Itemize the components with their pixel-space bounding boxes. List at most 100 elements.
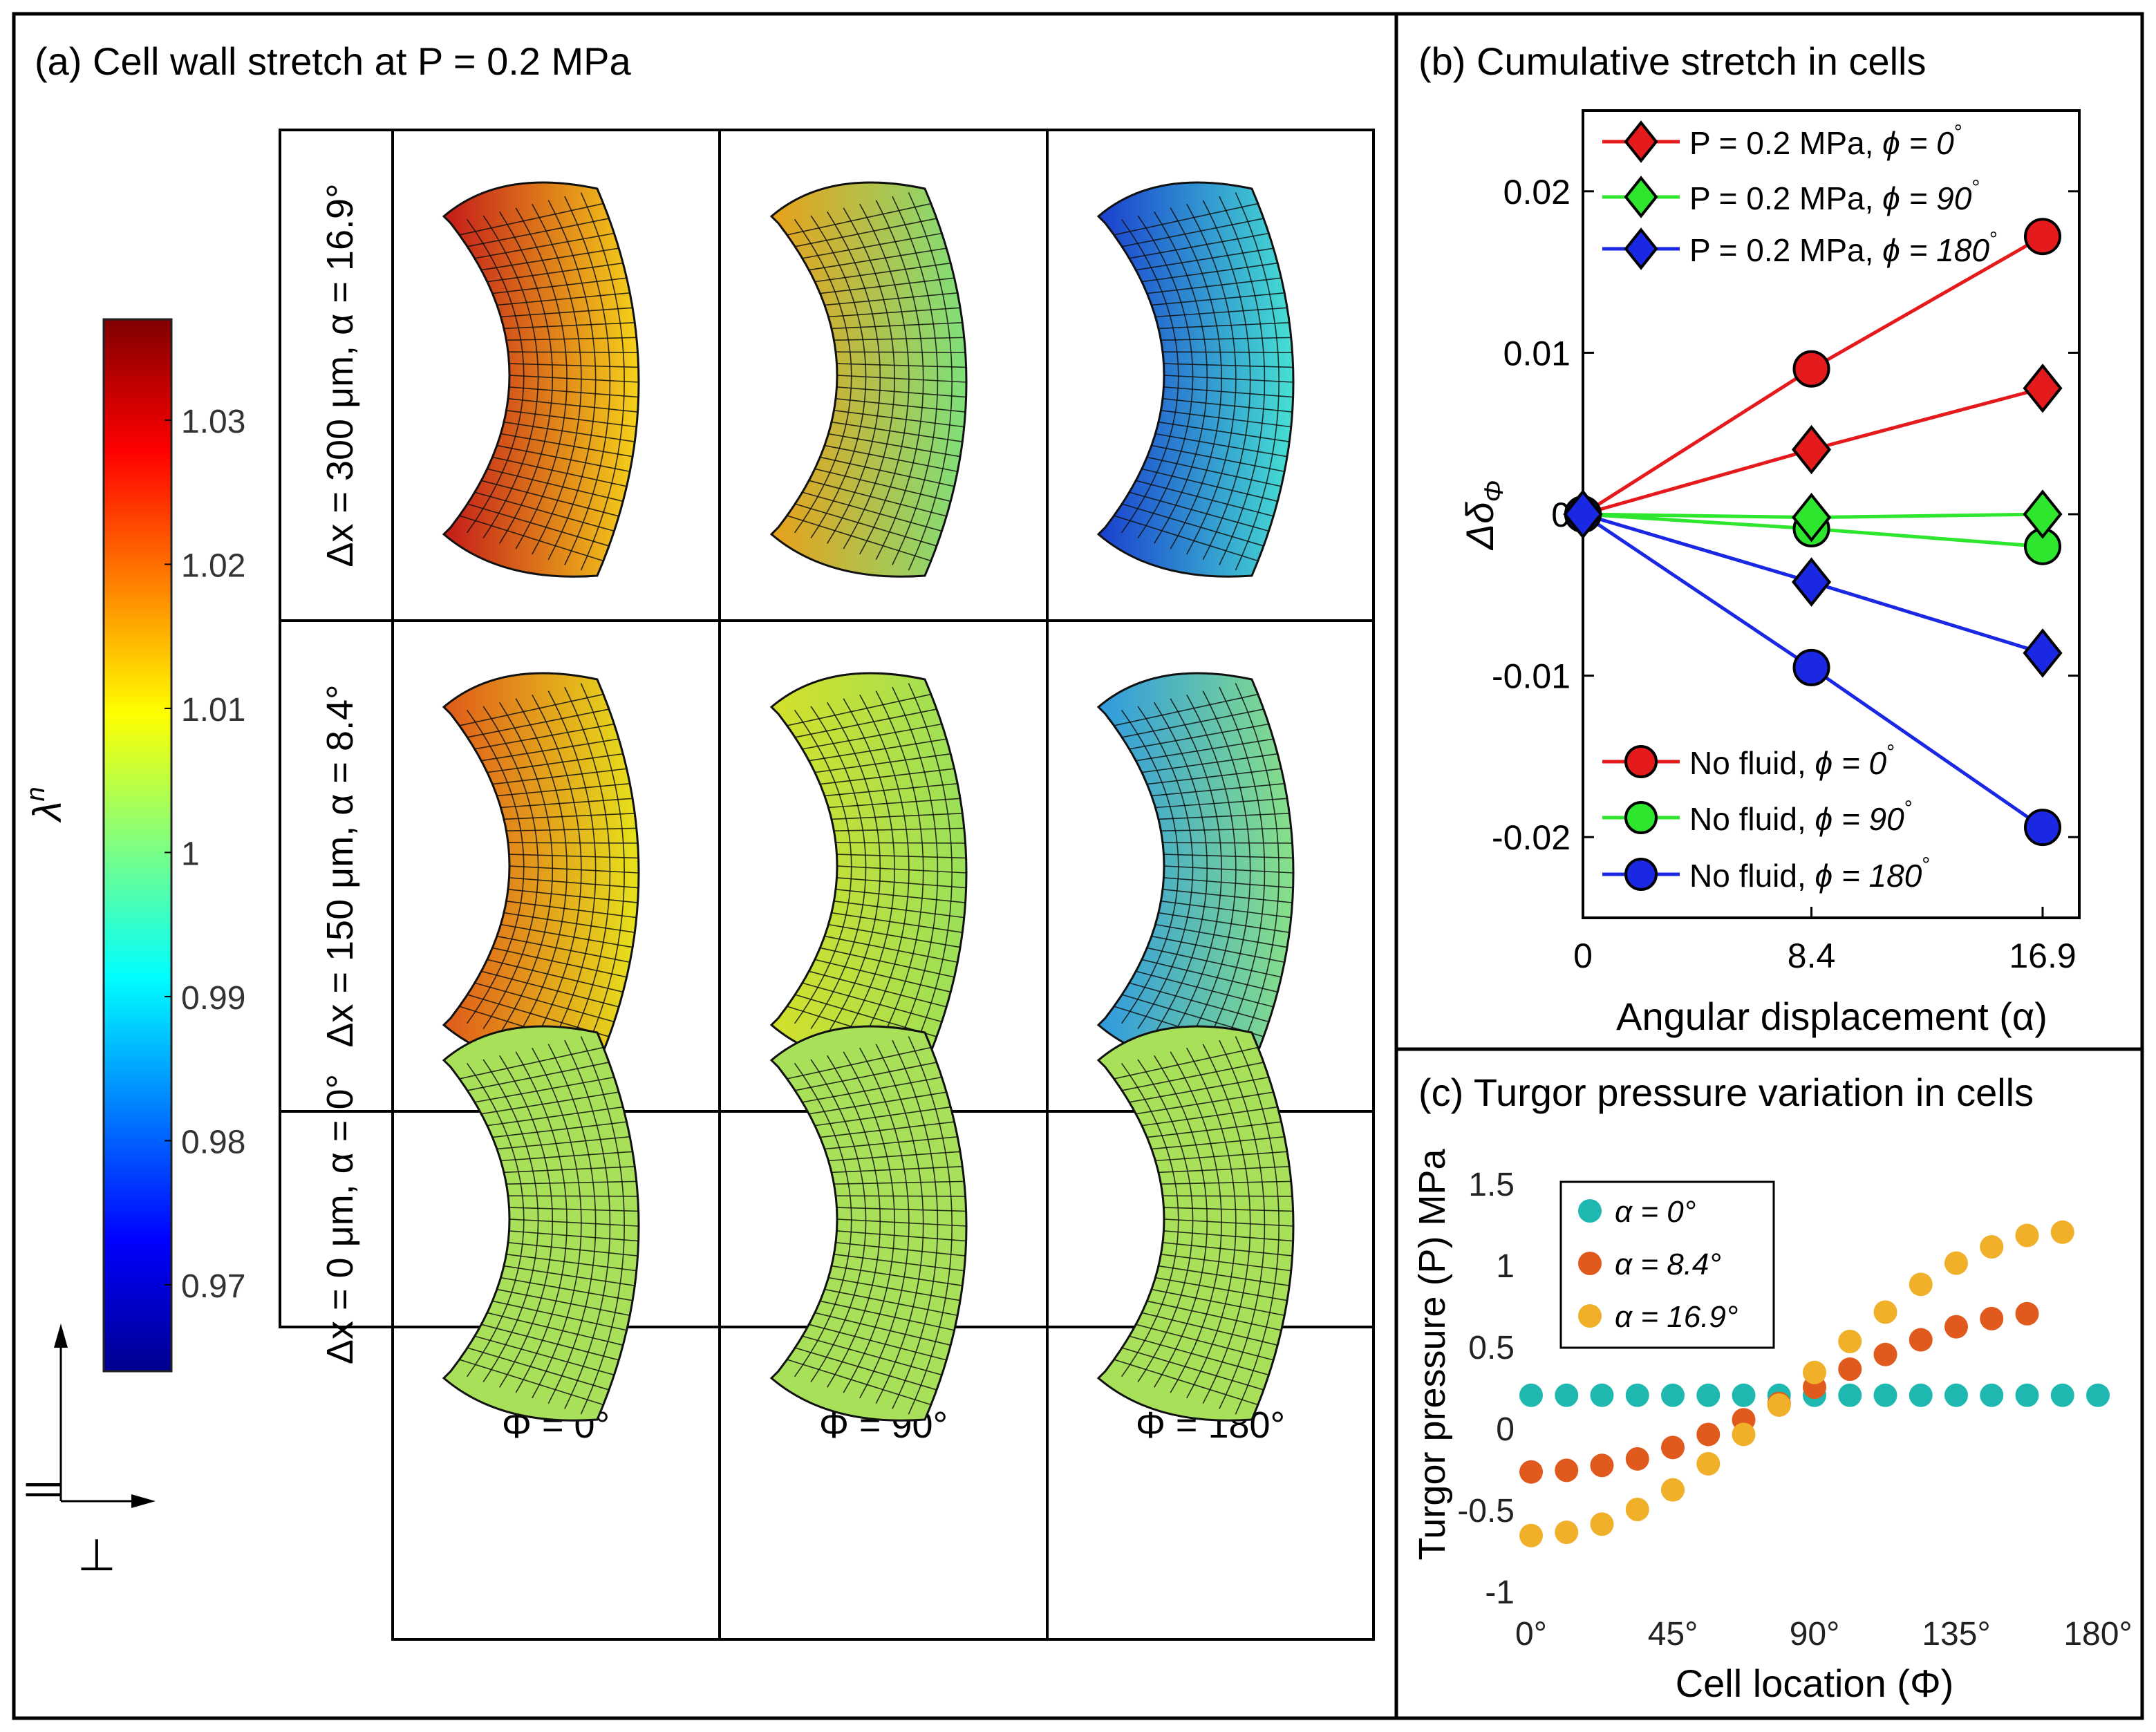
cell-mesh-line xyxy=(1114,515,1259,562)
cell-mesh-line xyxy=(580,683,626,1062)
cell-mesh-line xyxy=(1114,1359,1259,1406)
chart-b-legend-phi: ϕ = 0 xyxy=(1882,125,1954,161)
cell-mesh-line xyxy=(500,1277,633,1301)
chart-c-point xyxy=(2050,1220,2074,1244)
cell-mesh-line xyxy=(509,854,639,859)
chart-c-xtick-label: 45° xyxy=(1648,1616,1698,1653)
cell-mesh-line xyxy=(481,1324,619,1361)
chart-c-point xyxy=(1555,1521,1579,1545)
cell-mesh-line xyxy=(487,753,624,773)
cell-mesh-line xyxy=(843,207,895,549)
chart-b-ylabel: ΔδΦ xyxy=(1458,480,1509,552)
cell-mesh-line xyxy=(1161,1253,1291,1272)
chart-b-diamond-marker xyxy=(2023,364,2063,413)
cell-mesh-line xyxy=(1219,196,1266,565)
cell-mesh-line xyxy=(836,386,966,398)
chart-b-ytick-label: 0.01 xyxy=(1503,334,1571,373)
cell-mesh-line xyxy=(794,1062,937,1091)
cell-mesh-line xyxy=(814,753,951,773)
cell-mesh-line xyxy=(820,1300,955,1331)
cell-mesh-line xyxy=(1129,723,1269,750)
colorbar: 1.03 1.02 1.01 1 0.99 0.98 0.97 λn xyxy=(21,318,245,1373)
cell-mesh-line xyxy=(496,1288,630,1317)
row-label-2: Δx = 150 μm, α = 8.4° xyxy=(319,684,361,1047)
chart-c-xtick-label: 180° xyxy=(2063,1616,2132,1653)
cell-mesh-line xyxy=(836,1207,966,1212)
cell-mesh-line xyxy=(828,798,961,809)
cell-mesh-line xyxy=(1141,468,1278,502)
row-label-3: Δx = 0 μm, α = 0° xyxy=(319,1074,361,1364)
cell-mesh-line xyxy=(787,1046,932,1080)
chart-b-diamond-marker xyxy=(1624,176,1658,218)
cell-mesh-line xyxy=(892,686,939,1056)
cell-mesh-line xyxy=(1161,409,1291,428)
cell-mesh-line xyxy=(503,322,635,330)
vertical-arrow-head xyxy=(54,1324,68,1348)
cell-mesh-line xyxy=(827,211,881,544)
chart-b-legend-label: P = 0.2 MPa, ϕ = 90° xyxy=(1689,176,1980,216)
chart-b-xtick-label: 16.9 xyxy=(2009,936,2076,975)
cell-mesh-line xyxy=(1161,827,1291,832)
cell-mesh-line xyxy=(506,1253,637,1272)
chart-b-diamond-marker xyxy=(1563,489,1603,539)
cell-mesh-line xyxy=(564,686,611,1056)
cell-mesh-line xyxy=(503,912,635,933)
cell-mesh-line xyxy=(1151,292,1285,306)
chart-c-point xyxy=(1625,1498,1649,1521)
cell-mesh-line xyxy=(1121,218,1179,534)
chart-c-point xyxy=(1696,1383,1721,1407)
cell-mesh-line xyxy=(831,421,963,442)
cell-mesh-line xyxy=(1114,203,1259,236)
cell-mesh-line xyxy=(794,1347,937,1391)
cell-mesh-line xyxy=(1136,738,1274,762)
cell-mesh-line xyxy=(1151,1136,1285,1150)
cell-mesh-line xyxy=(1163,877,1293,889)
cell-mesh-line xyxy=(466,709,525,1024)
chart-c-legend-marker xyxy=(1578,1304,1602,1328)
chart-b-circle-marker xyxy=(1792,648,1830,686)
chart-c-legend-marker xyxy=(1578,1252,1602,1275)
cell-mesh-line xyxy=(1141,1312,1278,1346)
cell-mesh-line xyxy=(474,1335,615,1376)
cell-mesh-line xyxy=(492,768,627,785)
cell-mesh-line xyxy=(1121,709,1179,1024)
cell-mesh-line xyxy=(1154,1055,1208,1388)
cell-mesh-line xyxy=(467,218,610,247)
chart-c-point xyxy=(1555,1383,1579,1407)
chart-b-legend-phi: ϕ = 90 xyxy=(1815,801,1905,837)
cell-mesh-line xyxy=(459,693,604,726)
cell-mesh-line xyxy=(499,702,554,1035)
chart-b-legend-label: P = 0.2 MPa, ϕ = 0° xyxy=(1689,121,1962,161)
cell-mesh-line xyxy=(1158,322,1290,330)
chart-c-point xyxy=(1696,1451,1721,1476)
chart-c-legend: α = 0° α = 8.4° α = 16.9° xyxy=(1559,1180,1775,1349)
cell-mesh-line xyxy=(814,1106,951,1127)
chart-c-point xyxy=(1909,1328,1933,1352)
cell-mesh-line xyxy=(487,1312,624,1346)
cell-mesh-line xyxy=(834,337,964,341)
cell-mesh-line xyxy=(831,912,963,933)
cell-mesh-line xyxy=(496,935,630,963)
cell-mesh-line xyxy=(809,247,947,271)
cell-mesh-line xyxy=(499,1055,554,1388)
cell-mesh-line xyxy=(507,889,638,903)
colorbar-label-sup: n xyxy=(21,787,50,801)
cell-mesh-line xyxy=(1121,1062,1179,1377)
cell-mesh-line xyxy=(500,307,633,318)
cell-mesh-line xyxy=(1137,1059,1194,1383)
cell-mesh-line xyxy=(1163,854,1293,859)
chart-b-legend-label: No fluid, ϕ = 90° xyxy=(1689,797,1913,837)
cell-mesh-line xyxy=(1136,1091,1274,1115)
cell-mesh-line xyxy=(509,1230,639,1242)
colorbar-tick-label: 1.02 xyxy=(181,547,245,584)
chart-b-legend-label: No fluid, ϕ = 0° xyxy=(1689,741,1895,781)
cell-mesh-line xyxy=(580,192,626,571)
cell-mesh-line xyxy=(875,1044,924,1404)
cell-mesh-line xyxy=(828,1277,961,1301)
cell-mesh-line xyxy=(1161,900,1291,919)
cell-mesh-line xyxy=(824,444,958,473)
cell-mesh-line xyxy=(843,698,895,1040)
cell-mesh-line xyxy=(1235,192,1280,571)
chart-c-point xyxy=(1519,1383,1543,1407)
